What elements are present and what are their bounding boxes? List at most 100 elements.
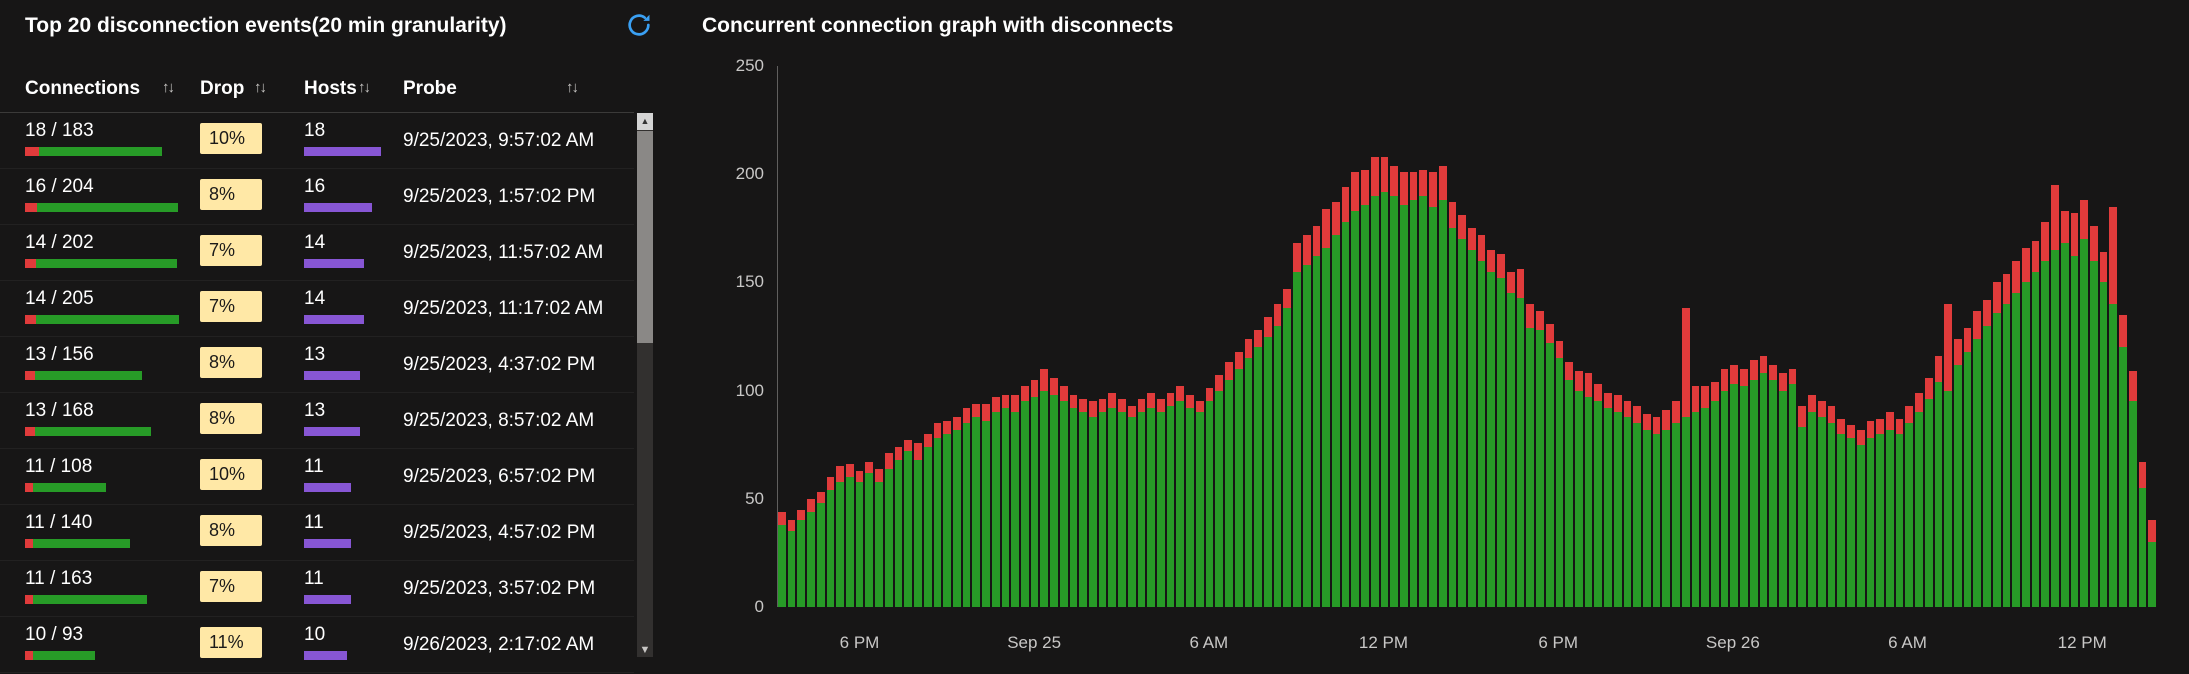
chart-bar[interactable] [1749, 360, 1758, 607]
table-row[interactable]: 10 / 93 11% 10 9/26/2023, 2:17:02 AM [0, 617, 634, 673]
chart-bar[interactable] [1302, 234, 1311, 607]
chart-bar[interactable] [1380, 156, 1389, 607]
chart-bar[interactable] [1020, 386, 1029, 607]
chart-bar[interactable] [1001, 394, 1010, 607]
sort-icon-hosts[interactable]: ↑↓ [358, 79, 371, 96]
table-row[interactable]: 16 / 204 8% 16 9/25/2023, 1:57:02 PM [0, 169, 634, 225]
chart-bar[interactable] [1059, 386, 1068, 607]
chart-bar[interactable] [1050, 377, 1058, 607]
chart-bar[interactable] [1847, 425, 1855, 607]
scrollbar-thumb[interactable] [637, 131, 653, 343]
chart-bar[interactable] [1234, 351, 1243, 607]
chart-bar[interactable] [1944, 304, 1952, 607]
chart-bar[interactable] [1905, 405, 1914, 607]
scrollbar-up-icon[interactable]: ▲ [637, 113, 653, 130]
scrollbar-down-icon[interactable]: ▼ [639, 644, 651, 656]
chart-bar[interactable] [2099, 252, 2108, 607]
chart-bar[interactable] [1137, 399, 1146, 607]
chart-bar[interactable] [1098, 399, 1107, 607]
column-header-drop[interactable]: Drop [200, 78, 245, 99]
chart-bar[interactable] [1565, 362, 1573, 607]
chart-bar[interactable] [1448, 202, 1457, 607]
chart-bar[interactable] [2051, 185, 2059, 607]
chart-bar[interactable] [1438, 165, 1447, 607]
chart-bar[interactable] [1555, 340, 1564, 607]
chart-bar[interactable] [1953, 338, 1962, 607]
chart-bar[interactable] [1701, 386, 1709, 607]
chart-bar[interactable] [1730, 364, 1739, 607]
sort-icon-drop[interactable]: ↑↓ [254, 79, 267, 96]
chart-bar[interactable] [875, 468, 883, 607]
chart-bar[interactable] [1069, 394, 1078, 607]
chart-bar[interactable] [1215, 375, 1224, 607]
chart-bar[interactable] [1244, 338, 1253, 607]
chart-bar[interactable] [846, 464, 854, 607]
table-row[interactable]: 11 / 140 8% 11 9/25/2023, 4:57:02 PM [0, 505, 634, 561]
chart-bar[interactable] [1030, 379, 1039, 607]
chart-bar[interactable] [1176, 386, 1185, 607]
table-row[interactable]: 14 / 202 7% 14 9/25/2023, 11:57:02 AM [0, 225, 634, 281]
chart-bar[interactable] [1934, 356, 1943, 607]
chart-bar[interactable] [1827, 405, 1836, 607]
chart-bar[interactable] [1254, 330, 1262, 607]
chart-bar[interactable] [2022, 247, 2030, 607]
chart-bar[interactable] [1331, 202, 1340, 607]
chart-bar[interactable] [1642, 414, 1651, 607]
chart-bar[interactable] [2070, 213, 2079, 607]
chart-bar[interactable] [1089, 401, 1097, 607]
chart-bar[interactable] [1691, 386, 1700, 607]
chart-bar[interactable] [1351, 172, 1360, 607]
chart-bar[interactable] [1263, 317, 1272, 607]
chart-bar[interactable] [1108, 392, 1117, 607]
chart-bar[interactable] [2080, 200, 2089, 607]
chart-bar[interactable] [1788, 368, 1797, 607]
chart-bar[interactable] [1322, 208, 1330, 607]
chart-bar[interactable] [807, 498, 815, 607]
sort-icon-connections[interactable]: ↑↓ [162, 79, 175, 96]
refresh-button[interactable] [624, 11, 654, 41]
column-header-probe[interactable]: Probe [403, 78, 457, 99]
sort-icon-probe[interactable]: ↑↓ [566, 79, 579, 96]
table-row[interactable]: 14 / 205 7% 14 9/25/2023, 11:17:02 AM [0, 281, 634, 337]
chart-bar[interactable] [2128, 371, 2137, 607]
chart-bar[interactable] [1973, 310, 1982, 607]
chart-bar[interactable] [1759, 356, 1768, 607]
chart-bar[interactable] [855, 470, 864, 607]
chart-bar[interactable] [1895, 418, 1904, 607]
chart-bar[interactable] [787, 520, 796, 607]
chart-bar[interactable] [2031, 241, 2040, 607]
chart-bar[interactable] [1283, 288, 1292, 607]
chart-bar[interactable] [1613, 394, 1622, 607]
chart-bar[interactable] [1497, 254, 1505, 607]
chart-bar[interactable] [1720, 368, 1729, 607]
chart-bar[interactable] [1856, 429, 1865, 607]
chart-bar[interactable] [1166, 392, 1175, 607]
chart-bar[interactable] [1312, 226, 1321, 607]
chart-bar[interactable] [1118, 399, 1126, 607]
chart-bar[interactable] [2138, 462, 2147, 607]
chart-bar[interactable] [1992, 282, 2001, 607]
chart-bar[interactable] [1506, 271, 1515, 607]
chart-bar[interactable] [2041, 221, 2050, 607]
column-header-connections[interactable]: Connections [25, 78, 141, 99]
chart-bar[interactable] [1594, 384, 1603, 607]
chart-bar[interactable] [1526, 304, 1535, 607]
chart-bar[interactable] [1866, 420, 1875, 607]
chart-bar[interactable] [904, 440, 913, 607]
chart-bar[interactable] [923, 433, 932, 607]
chart-bar[interactable] [1273, 304, 1282, 607]
chart-bar[interactable] [1516, 269, 1525, 607]
chart-bar[interactable] [962, 407, 971, 607]
chart-bar[interactable] [2012, 260, 2020, 607]
chart-bar[interactable] [1011, 394, 1019, 607]
chart-bar[interactable] [1293, 243, 1301, 607]
chart-bar[interactable] [914, 442, 922, 607]
chart-bar[interactable] [972, 403, 981, 607]
chart-bar[interactable] [2119, 314, 2127, 607]
chart-bar[interactable] [1885, 412, 1894, 607]
table-row[interactable]: 11 / 108 10% 11 9/25/2023, 6:57:02 PM [0, 449, 634, 505]
chart-bar[interactable] [1545, 323, 1554, 607]
table-scrollbar[interactable]: ▲ ▼ [637, 113, 653, 657]
chart-bar[interactable] [1361, 169, 1369, 607]
chart-bar[interactable] [1584, 373, 1593, 607]
